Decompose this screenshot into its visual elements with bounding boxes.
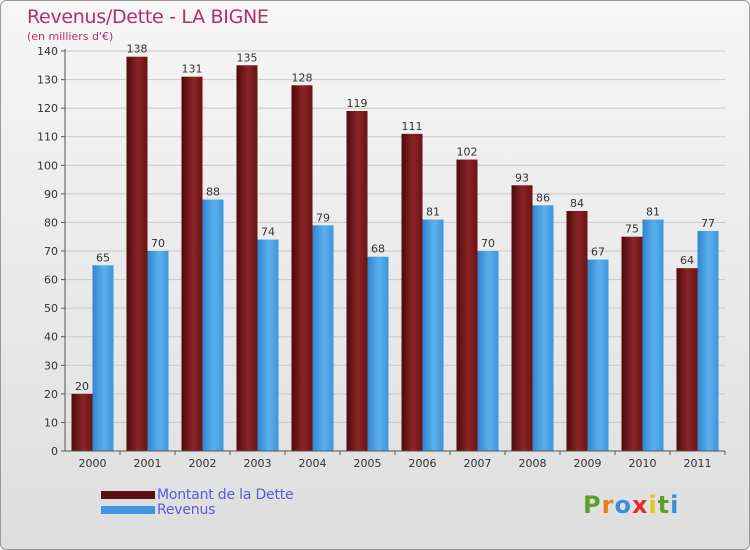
x-tick-label: 2006	[409, 457, 437, 470]
data-label-revenus: 81	[646, 206, 660, 219]
bar-debt	[401, 133, 423, 451]
y-tick-label: 120	[37, 102, 58, 115]
chart-title: Revenus/Dette - LA BIGNE	[27, 6, 269, 28]
y-tick-label: 100	[37, 159, 58, 172]
data-label-debt: 64	[680, 254, 694, 267]
bar-debt	[566, 211, 588, 451]
bar-debt	[511, 185, 533, 452]
bar-debt	[291, 85, 313, 452]
data-label-revenus: 70	[151, 237, 165, 250]
data-label-revenus: 81	[426, 206, 440, 219]
y-tick-label: 80	[44, 216, 58, 229]
bar-revenus	[697, 231, 719, 451]
legend: Montant de la Dette Revenus	[101, 486, 294, 518]
y-tick-label: 70	[44, 245, 58, 258]
bar-debt	[236, 65, 258, 452]
logo-letter: t	[657, 491, 671, 519]
bar-revenus	[147, 251, 169, 451]
data-label-revenus: 70	[481, 237, 495, 250]
bar-debt	[71, 393, 93, 451]
y-tick-label: 20	[44, 388, 58, 401]
unit-label: (en milliers d'€)	[27, 30, 114, 43]
bar-debt	[621, 236, 643, 451]
legend-label-revenus: Revenus	[157, 501, 216, 518]
legend-swatch-revenus	[101, 505, 155, 514]
bar-revenus	[477, 251, 499, 451]
x-tick-label: 2007	[464, 457, 492, 470]
logo-letter: o	[614, 491, 632, 519]
data-label-debt: 138	[127, 43, 148, 56]
y-tick-label: 10	[44, 416, 58, 429]
data-label-revenus: 79	[316, 211, 330, 224]
x-tick-label: 2000	[79, 457, 107, 470]
y-tick-label: 30	[44, 359, 58, 372]
bar-revenus	[642, 219, 664, 451]
bar-revenus	[422, 219, 444, 451]
x-tick-label: 2008	[519, 457, 547, 470]
data-label-debt: 84	[570, 197, 584, 210]
y-tick-label: 140	[37, 45, 58, 58]
bar-revenus	[312, 225, 334, 451]
bar-revenus	[257, 239, 279, 451]
logo-letter: P	[583, 491, 602, 519]
x-tick-label: 2009	[574, 457, 602, 470]
proxiti-logo: Proxiti	[583, 491, 679, 519]
x-tick-label: 2011	[684, 457, 712, 470]
logo-letter: i	[648, 491, 658, 519]
y-tick-label: 130	[37, 74, 58, 87]
bar-debt	[346, 111, 368, 451]
data-label-debt: 111	[402, 120, 423, 133]
bar-debt	[676, 268, 698, 451]
data-label-debt: 75	[625, 223, 639, 236]
legend-item-debt: Montant de la Dette	[101, 486, 294, 503]
x-tick-label: 2002	[189, 457, 217, 470]
x-tick-label: 2010	[629, 457, 657, 470]
data-label-debt: 128	[292, 71, 313, 84]
data-label-revenus: 65	[96, 251, 110, 264]
legend-swatch-debt	[101, 490, 155, 499]
y-tick-label: 60	[44, 274, 58, 287]
data-label-revenus: 68	[371, 243, 385, 256]
bar-debt	[181, 76, 203, 451]
logo-letter: x	[631, 491, 649, 519]
bar-revenus	[202, 199, 224, 451]
y-tick-label: 90	[44, 188, 58, 201]
data-label-debt: 119	[347, 97, 368, 110]
x-tick-label: 2003	[244, 457, 272, 470]
data-label-debt: 131	[182, 63, 203, 76]
bar-revenus	[532, 205, 554, 451]
y-tick-label: 110	[37, 131, 58, 144]
bar-debt	[126, 56, 148, 451]
x-tick-label: 2004	[299, 457, 327, 470]
bar-revenus	[367, 256, 389, 451]
data-label-revenus: 77	[701, 217, 715, 230]
data-label-revenus: 88	[206, 186, 220, 199]
data-label-revenus: 74	[261, 226, 275, 239]
legend-label-debt: Montant de la Dette	[157, 486, 294, 503]
x-tick-label: 2005	[354, 457, 382, 470]
y-tick-label: 0	[51, 445, 58, 458]
logo-letter: r	[601, 491, 615, 519]
bar-debt	[456, 159, 478, 452]
data-label-debt: 93	[515, 171, 529, 184]
data-label-debt: 20	[75, 380, 89, 393]
data-label-revenus: 86	[536, 191, 550, 204]
y-tick-label: 50	[44, 302, 58, 315]
data-label-revenus: 67	[591, 246, 605, 259]
y-tick-label: 40	[44, 331, 58, 344]
bar-revenus	[587, 259, 609, 451]
data-label-debt: 102	[457, 146, 478, 159]
legend-item-revenus: Revenus	[101, 501, 293, 518]
logo-letter: i	[670, 491, 680, 519]
x-tick-label: 2001	[134, 457, 162, 470]
bar-revenus	[92, 265, 114, 451]
data-label-debt: 135	[237, 51, 258, 64]
